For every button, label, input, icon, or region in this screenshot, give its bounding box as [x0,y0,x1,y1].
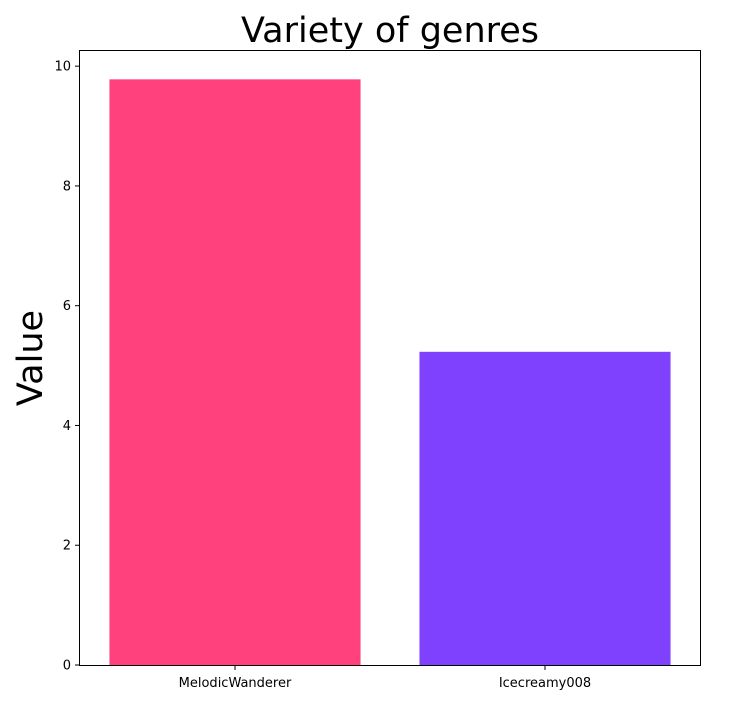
y-tick-label: 6 [63,299,71,314]
bar-melodicwanderer [109,79,361,665]
plot-area-frame [79,50,701,666]
y-axis-label: Value [11,310,51,406]
x-tick-label: Icecreamy008 [499,676,591,691]
x-tick-label: MelodicWanderer [179,676,292,691]
y-axis-ticks: 0 2 4 6 8 10 [54,60,80,674]
chart-title: Variety of genres [241,11,539,51]
y-tick-label: 4 [63,419,71,434]
y-tick-label: 2 [63,539,71,554]
y-tick-label: 8 [63,179,71,194]
x-axis-ticks: MelodicWanderer Icecreamy008 [179,665,591,691]
y-tick-label: 10 [54,60,71,75]
bar-icecreamy008 [419,351,671,665]
bars-group [109,79,671,665]
y-tick-label: 0 [63,659,71,674]
